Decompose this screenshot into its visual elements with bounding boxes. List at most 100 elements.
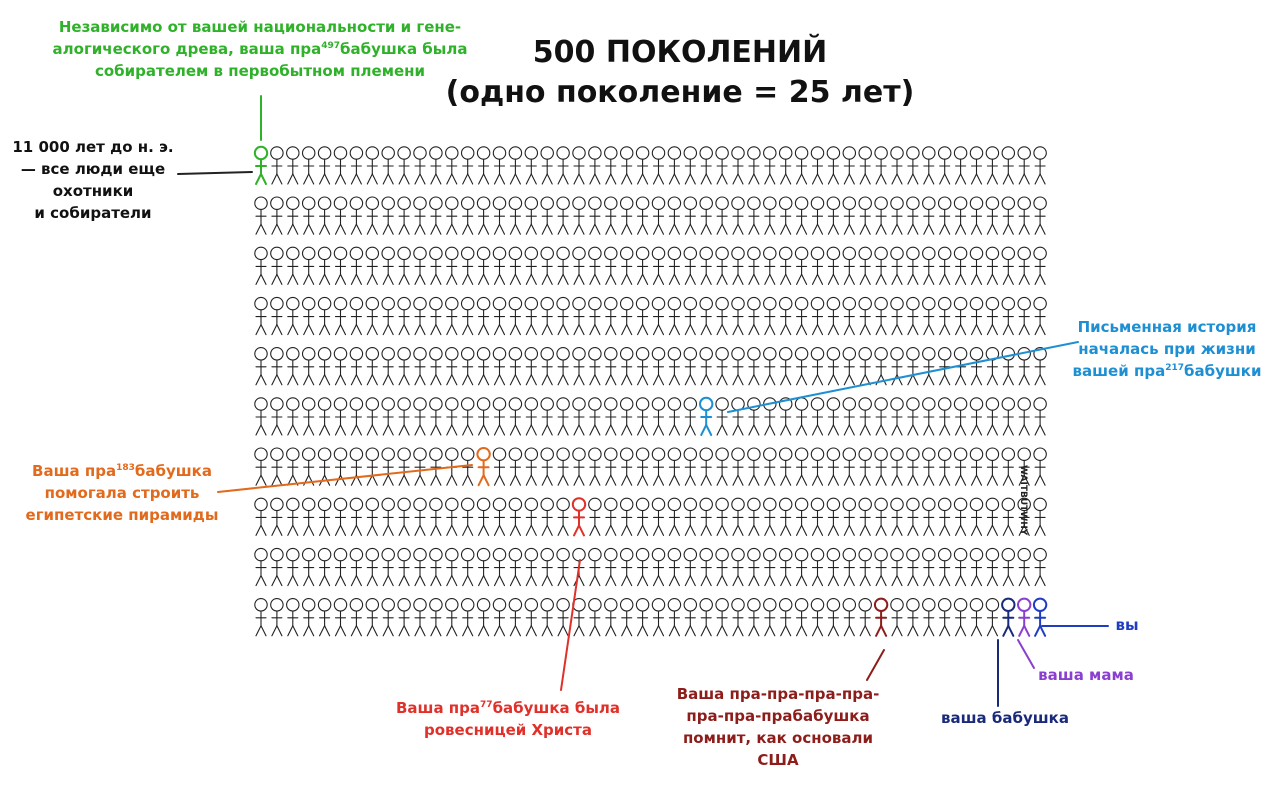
ancestor-figure	[619, 196, 634, 235]
ancestor-figure	[651, 146, 666, 185]
ancestor-figure	[397, 196, 411, 235]
callout-line-hunters	[177, 171, 253, 175]
ancestor-figure	[874, 497, 888, 536]
ancestor-figure	[810, 196, 825, 235]
ancestor-figure	[1017, 347, 1031, 386]
ancestor-figure	[715, 598, 729, 637]
ancestor-figure	[906, 347, 920, 386]
ancestor-figure	[1017, 497, 1031, 536]
ancestor-figure	[572, 246, 586, 285]
ancestor-figure	[301, 497, 316, 536]
ancestor-figure	[476, 397, 491, 436]
ancestor-figure	[604, 598, 618, 637]
ancestor-figure	[1001, 146, 1016, 185]
ancestor-figure	[810, 347, 825, 386]
ancestor-figure	[699, 547, 713, 587]
ancestor-figure	[317, 497, 332, 536]
title-line-2: (одно поколение = 25 лет)	[445, 75, 915, 110]
title-line-1: 500 ПОКОЛЕНИЙ	[532, 35, 828, 70]
ancestor-figure	[635, 246, 650, 285]
ancestor-figure	[794, 497, 809, 536]
ancestor-figure	[588, 246, 602, 285]
ancestor-figure	[667, 246, 682, 285]
ancestor-figure	[635, 296, 650, 336]
ancestor-figure	[1017, 246, 1031, 285]
ancestor-figure	[556, 547, 570, 587]
ancestor-figure	[667, 196, 682, 235]
ancestor-figure	[794, 146, 809, 185]
ancestor-figure	[492, 598, 507, 637]
ancestor-figure	[476, 296, 491, 336]
ancestor-figure	[397, 146, 411, 185]
ancestor-figure	[667, 296, 682, 336]
ancestor-figure	[556, 246, 570, 285]
ancestor-figure	[540, 397, 554, 436]
ancestor-figure	[651, 296, 666, 336]
ancestor-figure	[270, 598, 284, 637]
ancestor-figure	[619, 447, 634, 486]
ancestor-figure	[508, 598, 523, 637]
ancestor-figure	[794, 246, 809, 285]
ancestor-figure	[906, 547, 920, 587]
ancestor-figure	[715, 246, 729, 285]
ancestor-figure	[683, 447, 698, 486]
ancestor-figure	[667, 497, 682, 536]
ancestor-figure	[683, 397, 698, 436]
ancestor-figure	[635, 146, 650, 185]
ancestor-figure	[397, 296, 411, 336]
ancestor-figure	[365, 497, 380, 536]
ancestor-figure	[906, 497, 920, 536]
ancestor-figure	[969, 497, 984, 536]
ancestor-figure	[413, 146, 427, 185]
ancestor-figure	[397, 447, 411, 486]
ancestor-figure	[683, 598, 698, 637]
ancestor-figure	[270, 296, 284, 336]
ancestor-figure	[922, 146, 936, 185]
ancestor-figure	[763, 196, 777, 235]
ancestor-figure	[381, 547, 395, 587]
ancestor-figure	[747, 447, 761, 486]
ancestor-figure	[715, 146, 729, 185]
ancestor-figure	[508, 196, 523, 235]
ancestor-figure	[778, 296, 793, 336]
ancestor-figure	[604, 246, 618, 285]
ancestor-figure	[1033, 497, 1047, 536]
ancestor-figure	[349, 347, 364, 386]
ancestor-figure	[667, 547, 682, 587]
ancestor-figure	[874, 246, 888, 285]
ancestor-figure	[301, 397, 316, 436]
ancestor-figure	[365, 547, 380, 587]
ancestor-figure	[524, 146, 539, 185]
ancestor-figure	[1033, 547, 1047, 587]
ancestor-figure	[365, 146, 380, 185]
ancestor-figure	[556, 146, 570, 185]
ancestor-figure	[604, 447, 618, 486]
ancestor-figure	[286, 296, 300, 336]
ancestor-figure	[270, 547, 284, 587]
ancestor-figure	[715, 447, 729, 486]
ancestor-figure	[540, 146, 554, 185]
ancestor-figure	[890, 497, 904, 536]
ancestor-figure	[588, 146, 602, 185]
ancestor-figure	[985, 246, 1000, 285]
ancestor-figure	[445, 347, 459, 386]
ancestor-figure	[810, 497, 825, 536]
ancestor-figure	[572, 447, 586, 486]
ancestor-figure	[969, 347, 984, 386]
ancestor-figure	[556, 497, 570, 536]
ancestor-figure	[333, 397, 348, 436]
ancestor-figure	[524, 447, 539, 486]
ancestor-figure	[747, 497, 761, 536]
ancestor-figure	[826, 347, 841, 386]
ancestor-figure	[826, 397, 841, 436]
ancestor-figure	[969, 397, 984, 436]
ancestor-figure	[778, 598, 793, 637]
ancestor-figure	[890, 196, 904, 235]
ancestor-figure	[890, 547, 904, 587]
ancestor-figure	[906, 196, 920, 235]
ancestor-figure	[842, 497, 857, 536]
ancestor-figure	[794, 196, 809, 235]
ancestor-figure	[301, 598, 316, 637]
ancestor-figure	[922, 497, 936, 536]
